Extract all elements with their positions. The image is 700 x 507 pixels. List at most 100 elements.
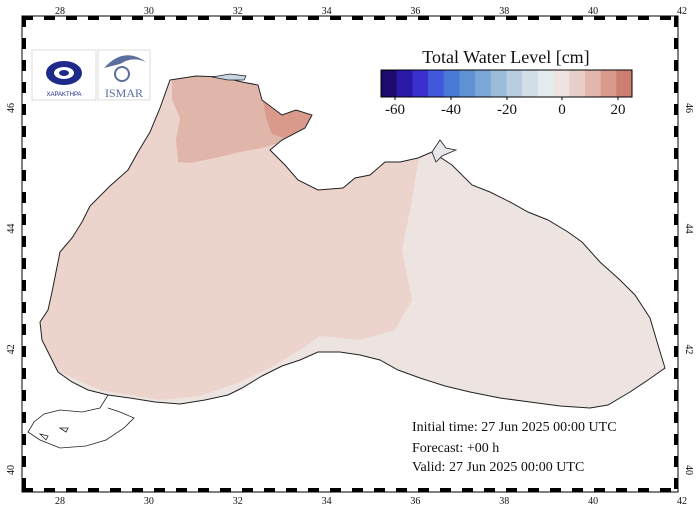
legend-swatch: [616, 70, 633, 97]
frame-tick-bottom: [132, 488, 143, 492]
frame-tick-right: [674, 16, 678, 27]
frame-tick-right: [674, 302, 678, 313]
frame-tick-top: [264, 16, 275, 20]
frame-tick-right: [674, 170, 678, 181]
frame-tick-top: [528, 16, 539, 20]
legend-tick-label: 20: [611, 102, 626, 118]
lat-label-left: 42: [6, 344, 17, 354]
frame-tick-top: [484, 16, 495, 20]
frame-tick-bottom: [418, 488, 429, 492]
frame-tick-top: [132, 16, 143, 20]
frame-tick-left: [22, 280, 26, 291]
frame-tick-left: [22, 258, 26, 269]
frame-tick-right: [674, 346, 678, 357]
frame-tick-bottom: [506, 488, 517, 492]
lon-label-top: 32: [233, 6, 243, 17]
kerch-strait: [431, 139, 458, 163]
lon-label-bottom: 32: [233, 496, 243, 507]
frame-tick-right: [674, 148, 678, 159]
frame-tick-left: [22, 324, 26, 335]
frame-tick-left: [22, 478, 26, 489]
frame-tick-top: [220, 16, 231, 20]
frame-tick-left: [22, 38, 26, 49]
colorbar-legend: Total Water Level [cm] -60 -40 -20 0 20: [380, 47, 633, 118]
frame-tick-bottom: [66, 488, 77, 492]
frame-tick-left: [22, 60, 26, 71]
legend-swatch: [506, 70, 523, 97]
frame-tick-right: [674, 456, 678, 467]
legend-swatch: [490, 70, 507, 97]
frame-tick-left: [22, 126, 26, 137]
lat-label-left: 40: [6, 465, 17, 475]
longitude-labels-bottom: 28 30 32 34 36 38 40 42: [55, 496, 687, 507]
legend-swatch: [537, 70, 554, 97]
frame-tick-right: [674, 38, 678, 49]
lon-label-top: 34: [322, 6, 332, 17]
logo-left: ΧΑΡΑΚΤΗΡΑ: [31, 49, 97, 101]
frame-tick-top: [616, 16, 627, 20]
frame-tick-bottom: [154, 488, 165, 492]
frame-tick-bottom: [110, 488, 121, 492]
frame-tick-bottom: [308, 488, 319, 492]
frame-tick-left: [22, 368, 26, 379]
lon-label-top: 42: [677, 6, 687, 17]
frame-tick-bottom: [660, 488, 671, 492]
frame-tick-left: [22, 346, 26, 357]
frame-tick-bottom: [176, 488, 187, 492]
legend-title: Total Water Level [cm]: [422, 47, 589, 67]
frame-tick-left: [22, 82, 26, 93]
frame-tick-top: [110, 16, 121, 20]
frame-tick-left: [22, 170, 26, 181]
frame-tick-right: [674, 126, 678, 137]
frame-tick-bottom: [440, 488, 451, 492]
legend-swatch: [443, 70, 460, 97]
sea-field-north-shelf: [172, 76, 300, 163]
legend-tick-label: 0: [558, 102, 566, 118]
frame-tick-left: [22, 214, 26, 225]
frame-tick-right: [674, 324, 678, 335]
lon-label-top: 30: [144, 6, 154, 17]
frame-tick-left: [22, 434, 26, 445]
lon-label-bottom: 38: [499, 496, 509, 507]
frame-tick-bottom: [88, 488, 99, 492]
frame-tick-right: [674, 280, 678, 291]
initial-time-text: Initial time: 27 Jun 2025 00:00 UTC: [412, 420, 617, 435]
frame-tick-right: [674, 434, 678, 445]
frame-tick-top: [396, 16, 407, 20]
frame-tick-bottom: [616, 488, 627, 492]
frame-tick-bottom: [396, 488, 407, 492]
frame-tick-bottom: [374, 488, 385, 492]
legend-swatch: [522, 70, 539, 97]
legend-swatch: [412, 70, 429, 97]
frame-tick-right: [674, 478, 678, 489]
frame-tick-right: [674, 214, 678, 225]
legend-swatch: [475, 70, 492, 97]
frame-tick-right: [674, 236, 678, 247]
frame-tick-bottom: [198, 488, 209, 492]
frame-tick-top: [330, 16, 341, 20]
frame-tick-bottom: [462, 488, 473, 492]
frame-tick-right: [674, 82, 678, 93]
frame-tick-bars: [22, 16, 678, 492]
lon-label-bottom: 42: [677, 496, 687, 507]
frame-tick-top: [154, 16, 165, 20]
lat-label-right: 46: [683, 103, 694, 113]
frame-tick-top: [418, 16, 429, 20]
frame-tick-left: [22, 236, 26, 247]
lat-label-right: 44: [683, 224, 694, 234]
frame-tick-bottom: [550, 488, 561, 492]
frame-tick-top: [572, 16, 583, 20]
frame-tick-left: [22, 192, 26, 203]
lon-label-bottom: 40: [588, 496, 598, 507]
frame-tick-right: [674, 390, 678, 401]
frame-tick-top: [462, 16, 473, 20]
frame-tick-bottom: [242, 488, 253, 492]
valid-time-text: Valid: 27 Jun 2025 00:00 UTC: [412, 460, 585, 475]
frame-tick-top: [44, 16, 55, 20]
lon-label-bottom: 28: [55, 496, 65, 507]
lon-label-bottom: 36: [410, 496, 420, 507]
frame-tick-right: [674, 104, 678, 115]
frame-tick-right: [674, 60, 678, 71]
logo-left-text: ΧΑΡΑΚΤΗΡΑ: [46, 92, 81, 98]
